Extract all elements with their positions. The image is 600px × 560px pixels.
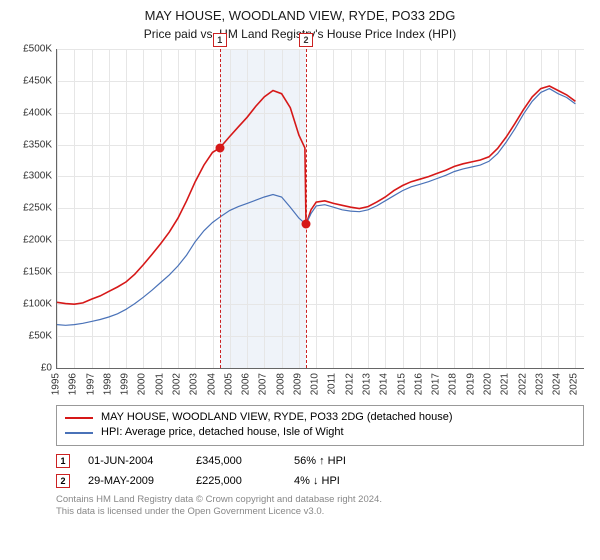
event-badge-2: 2 xyxy=(56,474,70,488)
event-row: 1 01-JUN-2004 £345,000 56% ↑ HPI xyxy=(56,454,584,468)
x-tick-label: 2019 xyxy=(465,373,476,395)
x-tick-label: 2006 xyxy=(241,373,252,395)
footer-attribution: Contains HM Land Registry data © Crown c… xyxy=(56,494,584,519)
legend-label-property: MAY HOUSE, WOODLAND VIEW, RYDE, PO33 2DG… xyxy=(101,410,453,425)
event-line xyxy=(220,49,221,368)
event-pct: 4% ↓ HPI xyxy=(294,475,384,487)
series-point xyxy=(301,220,310,229)
x-tick-label: 2002 xyxy=(171,373,182,395)
event-price: £225,000 xyxy=(196,475,276,487)
y-tick-label: £450K xyxy=(23,75,52,86)
chart-title: MAY HOUSE, WOODLAND VIEW, RYDE, PO33 2DG xyxy=(12,8,588,25)
x-tick-label: 2021 xyxy=(500,373,511,395)
series-point xyxy=(215,143,224,152)
event-badge-1: 1 xyxy=(56,454,70,468)
event-date: 29-MAY-2009 xyxy=(88,475,178,487)
event-badge-on-chart: 2 xyxy=(299,33,313,47)
x-tick-label: 2000 xyxy=(137,373,148,395)
x-tick-label: 2007 xyxy=(258,373,269,395)
event-badge-on-chart: 1 xyxy=(213,33,227,47)
x-tick-label: 2010 xyxy=(310,373,321,395)
chart-area: £0 £50K £100K £150K £200K £250K £300K £350K £400… xyxy=(12,49,588,401)
x-tick-label: 1997 xyxy=(85,373,96,395)
x-tick-label: 1995 xyxy=(51,373,62,395)
legend-swatch-hpi xyxy=(65,432,93,434)
y-tick-label: £0 xyxy=(41,362,52,373)
x-tick-label: 2003 xyxy=(189,373,200,395)
legend-box: MAY HOUSE, WOODLAND VIEW, RYDE, PO33 2DG… xyxy=(56,405,584,446)
x-tick-label: 1998 xyxy=(102,373,113,395)
y-tick-label: £100K xyxy=(23,299,52,310)
x-tick-label: 1996 xyxy=(68,373,79,395)
x-tick-label: 2012 xyxy=(344,373,355,395)
y-axis: £0£50K£100K£150K£200K£250K£300K£350K£400… xyxy=(12,49,56,369)
events-table: 1 01-JUN-2004 £345,000 56% ↑ HPI 2 29-MA… xyxy=(56,454,584,488)
event-price: £345,000 xyxy=(196,455,276,467)
y-tick-label: £200K xyxy=(23,235,52,246)
x-tick-label: 2015 xyxy=(396,373,407,395)
x-tick-label: 2023 xyxy=(534,373,545,395)
footer-line1: Contains HM Land Registry data © Crown c… xyxy=(56,494,584,506)
x-tick-label: 2024 xyxy=(552,373,563,395)
y-tick-label: £50K xyxy=(29,330,52,341)
y-tick-label: £300K xyxy=(23,171,52,182)
event-pct: 56% ↑ HPI xyxy=(294,455,384,467)
chart-container: MAY HOUSE, WOODLAND VIEW, RYDE, PO33 2DG… xyxy=(0,0,600,560)
plot-area: 12 xyxy=(56,49,584,369)
line-svg xyxy=(57,49,584,368)
event-date: 01-JUN-2004 xyxy=(88,455,178,467)
x-tick-label: 2013 xyxy=(362,373,373,395)
series-line-hpi xyxy=(57,88,575,325)
y-tick-label: £500K xyxy=(23,43,52,54)
y-tick-label: £250K xyxy=(23,203,52,214)
x-axis: 1995199619971998199920002001200220032004… xyxy=(56,369,584,401)
legend-swatch-property xyxy=(65,417,93,419)
x-tick-label: 2009 xyxy=(292,373,303,395)
y-tick-label: £150K xyxy=(23,267,52,278)
series-line-property xyxy=(57,86,575,304)
x-tick-label: 2008 xyxy=(275,373,286,395)
event-row: 2 29-MAY-2009 £225,000 4% ↓ HPI xyxy=(56,474,584,488)
y-tick-label: £350K xyxy=(23,139,52,150)
x-tick-label: 1999 xyxy=(120,373,131,395)
x-tick-label: 2018 xyxy=(448,373,459,395)
x-tick-label: 2014 xyxy=(379,373,390,395)
x-tick-label: 2017 xyxy=(431,373,442,395)
legend-row-property: MAY HOUSE, WOODLAND VIEW, RYDE, PO33 2DG… xyxy=(65,410,575,425)
x-tick-label: 2022 xyxy=(517,373,528,395)
x-tick-label: 2001 xyxy=(154,373,165,395)
x-tick-label: 2016 xyxy=(413,373,424,395)
x-tick-label: 2020 xyxy=(482,373,493,395)
legend-row-hpi: HPI: Average price, detached house, Isle… xyxy=(65,425,575,440)
x-tick-label: 2004 xyxy=(206,373,217,395)
x-tick-label: 2005 xyxy=(223,373,234,395)
y-tick-label: £400K xyxy=(23,107,52,118)
legend-label-hpi: HPI: Average price, detached house, Isle… xyxy=(101,425,344,440)
event-line xyxy=(306,49,307,368)
footer-line2: This data is licensed under the Open Gov… xyxy=(56,506,584,518)
x-tick-label: 2025 xyxy=(569,373,580,395)
x-tick-label: 2011 xyxy=(327,373,338,395)
